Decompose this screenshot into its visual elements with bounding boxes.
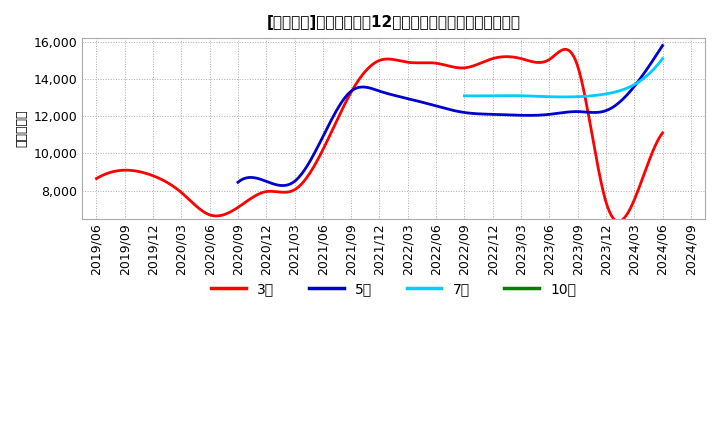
Legend: 3年, 5年, 7年, 10年: 3年, 5年, 7年, 10年 (206, 277, 582, 302)
Title: [５１０１]　当期純利益12か月移動合計の標準偏差の推移: [５１０１] 当期純利益12か月移動合計の標準偏差の推移 (266, 15, 521, 30)
Y-axis label: （百万円）: （百万円） (15, 110, 28, 147)
